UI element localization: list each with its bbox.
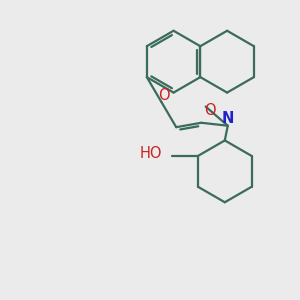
Text: O: O bbox=[158, 88, 170, 103]
Text: N: N bbox=[222, 111, 234, 126]
Text: HO: HO bbox=[140, 146, 162, 161]
Text: O: O bbox=[204, 103, 215, 118]
